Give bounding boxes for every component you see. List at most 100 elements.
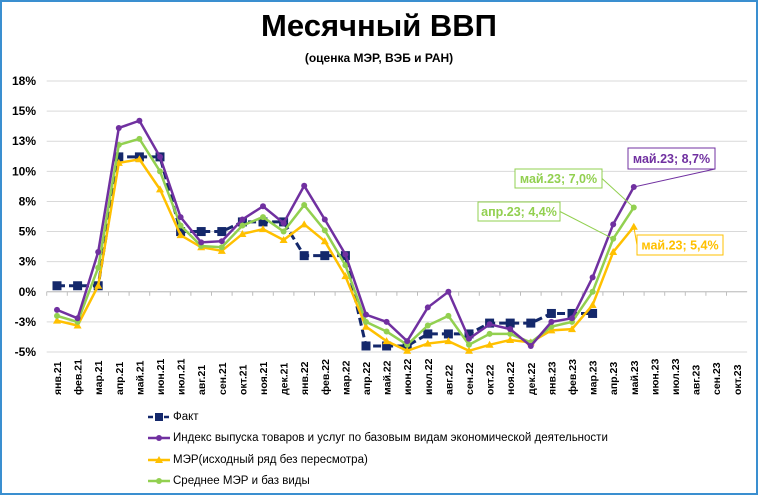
data-point xyxy=(260,214,266,221)
data-point xyxy=(54,306,60,313)
data-point xyxy=(52,281,62,291)
data-point xyxy=(546,308,556,318)
data-point xyxy=(588,301,597,309)
data-point xyxy=(526,318,536,328)
legend-swatch-icon xyxy=(148,412,170,421)
x-tick-label: фев.23 xyxy=(567,359,579,395)
x-tick-label: янв.23 xyxy=(546,361,558,395)
data-point xyxy=(465,346,473,354)
data-point xyxy=(95,264,102,271)
data-point xyxy=(73,281,83,291)
data-point xyxy=(423,329,433,339)
data-point xyxy=(588,308,598,318)
x-tick-label: дек.22 xyxy=(526,362,538,395)
data-point xyxy=(609,248,618,256)
x-tick-label: янв.22 xyxy=(299,361,311,395)
data-point xyxy=(341,272,350,280)
data-point xyxy=(383,318,390,325)
data-point xyxy=(486,330,493,337)
x-tick-label: апр.23 xyxy=(608,362,620,395)
series-line-0 xyxy=(57,155,593,348)
x-tick-label: май.21 xyxy=(134,360,146,395)
data-point xyxy=(156,185,164,193)
legend-label: Факт xyxy=(173,410,199,423)
data-point xyxy=(383,328,390,335)
x-tick-label: авг.22 xyxy=(443,365,455,395)
legend-swatch-icon xyxy=(148,435,170,442)
legend-swatch-icon xyxy=(148,478,170,485)
x-tick-label: май.22 xyxy=(382,360,394,395)
x-tick-label: июл.22 xyxy=(423,358,435,395)
data-point xyxy=(464,329,474,339)
x-tick-label: сен.21 xyxy=(217,362,229,395)
legend-item: Факт xyxy=(148,406,608,428)
data-point xyxy=(321,216,328,223)
y-tick-label: 0% xyxy=(19,285,37,299)
data-point xyxy=(486,321,493,328)
data-point xyxy=(342,262,349,269)
annotation-label: апр.23; 4,4% xyxy=(481,205,557,219)
annotation-box xyxy=(627,147,716,170)
x-tick-label: окт.21 xyxy=(237,364,249,395)
data-point xyxy=(157,153,163,160)
data-point xyxy=(363,318,369,325)
x-tick-label: фев.22 xyxy=(320,359,332,395)
data-point xyxy=(114,152,124,162)
data-point xyxy=(423,339,432,347)
data-point xyxy=(280,228,287,235)
annotation-box xyxy=(514,168,603,189)
data-point xyxy=(299,251,309,261)
data-point xyxy=(320,251,330,261)
y-tick-label: 18% xyxy=(12,74,36,88)
y-tick-label: -3% xyxy=(15,315,37,329)
data-point xyxy=(466,341,472,348)
y-tick-label: 8% xyxy=(19,194,37,208)
data-point xyxy=(363,311,369,318)
data-point xyxy=(424,322,431,329)
data-point xyxy=(196,227,206,237)
data-point xyxy=(382,337,391,345)
y-tick-label: 3% xyxy=(19,255,37,269)
data-point xyxy=(115,124,122,131)
data-point xyxy=(403,346,412,354)
legend-item: МЭР(исходный ряд без пересмотра) xyxy=(148,449,608,471)
x-tick-label: окт.22 xyxy=(485,364,497,395)
x-tick-label: авг.21 xyxy=(196,365,208,395)
x-tick-label: мар.23 xyxy=(588,360,600,395)
data-point xyxy=(53,316,61,324)
data-point xyxy=(279,235,288,243)
annotation-label: май.23; 7,0% xyxy=(520,172,597,186)
data-point xyxy=(95,249,102,256)
x-tick-label: мар.22 xyxy=(340,360,352,395)
data-point xyxy=(466,335,472,342)
data-point xyxy=(258,217,268,227)
x-tick-label: июн.21 xyxy=(155,358,167,395)
data-point xyxy=(238,229,247,237)
data-point xyxy=(157,168,163,175)
data-point xyxy=(239,216,246,223)
data-point xyxy=(217,246,226,254)
data-point xyxy=(136,117,143,124)
data-point xyxy=(547,326,556,334)
annotation-label: май.23; 5,4% xyxy=(641,239,718,253)
data-point xyxy=(589,288,596,295)
y-tick-label: 13% xyxy=(12,134,36,148)
data-point xyxy=(218,238,225,245)
x-tick-label: июл.21 xyxy=(176,358,188,395)
annotation-box xyxy=(636,234,724,256)
annotation-leader xyxy=(633,226,638,246)
data-point xyxy=(280,220,287,227)
data-point xyxy=(548,318,555,325)
annotation-leader xyxy=(633,168,716,188)
x-tick-label: июл.23 xyxy=(670,358,682,395)
data-point xyxy=(507,330,514,337)
legend-swatch-icon xyxy=(148,455,170,463)
legend-item: Среднее МЭР и баз виды xyxy=(148,471,608,493)
data-point xyxy=(527,342,534,349)
x-tick-label: мар.21 xyxy=(93,360,105,395)
y-tick-label: 15% xyxy=(12,104,36,118)
data-point xyxy=(94,281,103,289)
legend-item: Индекс выпуска товаров и услуг по базовы… xyxy=(148,428,608,450)
